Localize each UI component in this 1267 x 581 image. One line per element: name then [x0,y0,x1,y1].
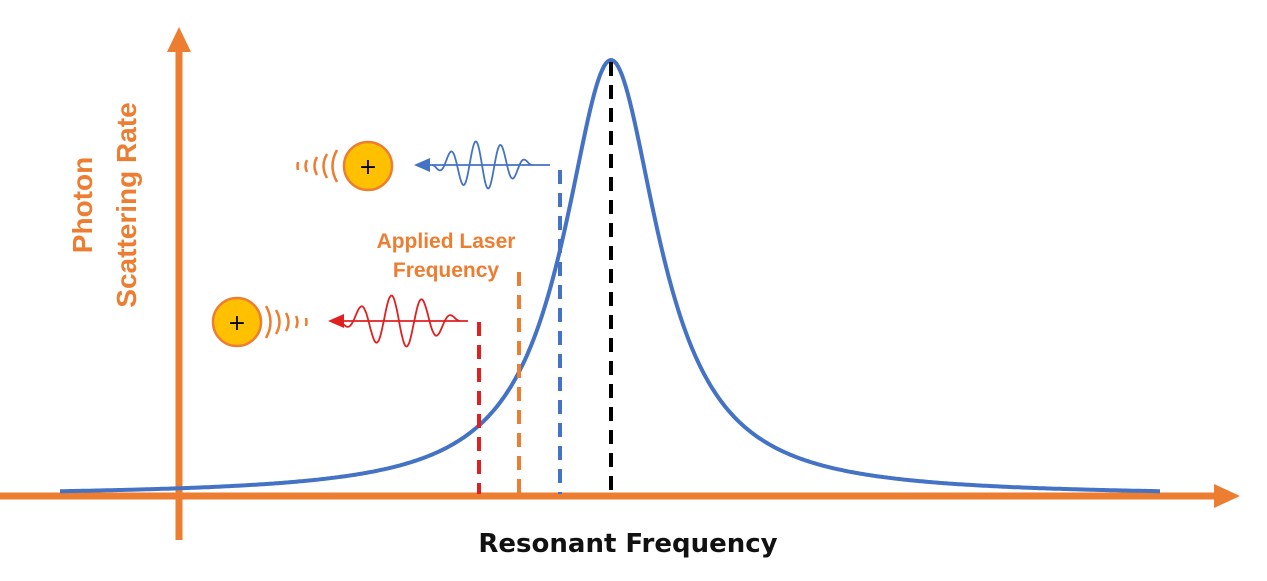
red-photon [328,294,468,348]
x-axis-arrowhead [1214,484,1240,508]
emission-arcs-right [264,305,308,339]
lorentzian-curve [60,58,1160,494]
ion-circle [211,296,263,348]
ion-circle [342,140,394,192]
blue-photon [414,140,550,190]
laser-label-line1: Applied Laser [377,230,516,253]
emission-arcs-left [296,149,339,183]
y-axis-label: Photon Scattering Rate [67,102,142,307]
y-axis [167,27,191,540]
x-axis [0,484,1240,508]
ion-upper: + [296,140,394,192]
ion-plus-sign: + [359,155,377,180]
red-photon-arrowhead [328,314,344,328]
ion-lower: + [211,296,308,348]
y-axis-arrowhead [167,27,191,52]
ion-plus-sign: + [228,311,246,336]
laser-label-line2: Frequency [393,259,500,282]
y-axis-label-line2: Scattering Rate [111,102,142,307]
y-axis-label-line1: Photon [67,157,98,253]
blue-photon-arrowhead [414,158,430,172]
x-axis-label: Resonant Frequency [478,529,777,559]
